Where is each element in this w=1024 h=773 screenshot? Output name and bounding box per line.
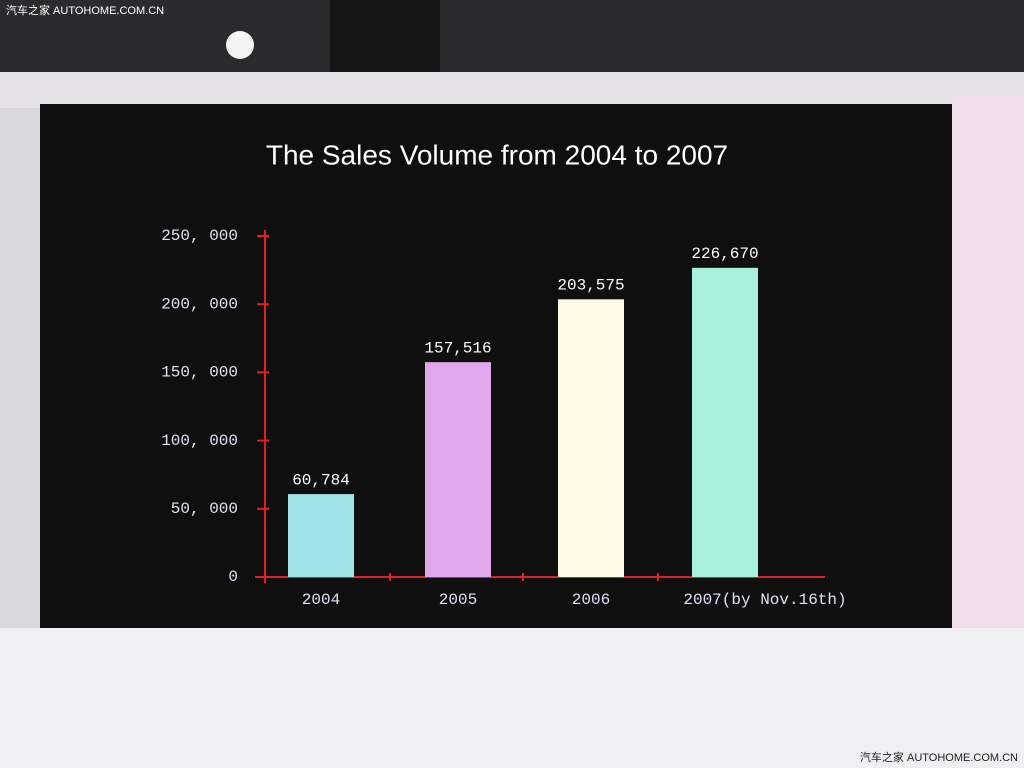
value-label: 203,575 xyxy=(557,277,624,295)
plot: 0 50, 000 100, 000 150, 000 200, 000 250, 000… xyxy=(161,227,846,609)
value-label: 60,784 xyxy=(292,471,350,489)
side-panel xyxy=(952,96,1024,641)
bar xyxy=(288,494,354,577)
truss xyxy=(330,0,440,72)
value-label: 226,670 xyxy=(691,245,758,263)
x-tick-label: 2007(by Nov.16th) xyxy=(683,591,846,609)
y-tick-label: 0 xyxy=(228,568,238,586)
y-tick-label: 150, 000 xyxy=(161,364,238,382)
frame-left xyxy=(0,108,40,638)
frame-top xyxy=(0,72,1024,108)
ceiling xyxy=(0,0,1024,72)
y-tick-label: 200, 000 xyxy=(161,295,238,313)
screen xyxy=(40,104,952,628)
watermark: 汽车之家 AUTOHOME.COM.CN xyxy=(860,750,1018,764)
y-tick-label: 250, 000 xyxy=(161,227,238,245)
x-tick-label: 2004 xyxy=(302,591,340,609)
bar xyxy=(692,267,758,577)
watermark: 汽车之家 AUTOHOME.COM.CN xyxy=(6,3,164,17)
bar xyxy=(558,299,624,577)
x-tick-label: 2005 xyxy=(439,591,477,609)
stage-floor xyxy=(0,628,1024,768)
spotlight xyxy=(226,31,254,59)
value-label: 157,516 xyxy=(424,339,491,357)
bar xyxy=(425,362,491,577)
y-tick-label: 100, 000 xyxy=(161,432,238,450)
x-tick-label: 2006 xyxy=(572,591,610,609)
y-tick-label: 50, 000 xyxy=(171,500,238,518)
chart-title: The Sales Volume from 2004 to 2007 xyxy=(266,139,728,170)
